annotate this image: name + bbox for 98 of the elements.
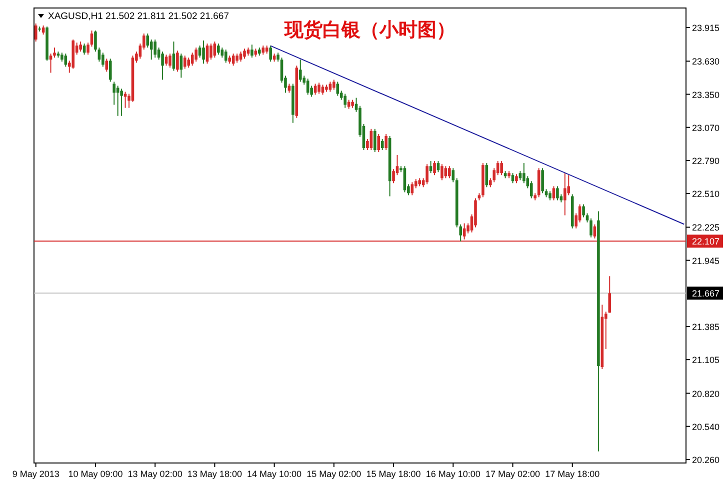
- x-tick-label: 15 May 18:00: [366, 469, 421, 479]
- candlestick: [511, 172, 514, 184]
- candlestick: [530, 180, 533, 199]
- candlestick: [433, 160, 436, 176]
- y-tick-label: 22.510: [692, 189, 720, 200]
- candlestick: [250, 44, 254, 58]
- candlestick: [440, 164, 444, 181]
- candlestick: [604, 311, 608, 350]
- x-tick-label: 13 May 18:00: [187, 469, 242, 479]
- y-tick-label: 21.105: [692, 355, 720, 366]
- x-tick-label: 9 May 2013: [12, 469, 60, 479]
- candlestick: [321, 84, 324, 96]
- candlestick: [161, 51, 164, 80]
- candlestick: [344, 93, 346, 108]
- candlestick: [224, 49, 228, 64]
- y-tick-label: 23.630: [692, 56, 720, 67]
- y-tick-label: 23.350: [692, 90, 720, 100]
- candlestick: [34, 22, 38, 42]
- y-tick-label: 22.790: [692, 156, 720, 166]
- candlestick: [194, 47, 198, 62]
- candlestick: [187, 57, 190, 68]
- ref-line-label: 21.667: [692, 288, 720, 299]
- candlestick: [168, 53, 172, 68]
- candlestick: [564, 172, 566, 216]
- candlestick: [492, 168, 496, 183]
- candlestick: [128, 93, 130, 108]
- candlestick: [380, 138, 384, 151]
- candlestick: [384, 133, 388, 151]
- candlestick: [396, 154, 399, 176]
- candlestick: [541, 168, 544, 194]
- candlestick: [239, 51, 242, 62]
- candlestick: [429, 160, 432, 174]
- x-tick-label: 10 May 09:00: [68, 469, 123, 479]
- candlestick: [220, 47, 224, 58]
- candlestick: [298, 59, 302, 82]
- candlestick: [262, 45, 265, 56]
- candlestick: [150, 39, 153, 60]
- candlestick: [332, 79, 336, 90]
- text: 现货白银（小时图）: [284, 19, 456, 41]
- candlestick: [328, 81, 332, 92]
- x-tick-label: 17 May 18:00: [545, 469, 600, 479]
- candlestick: [548, 190, 552, 201]
- x-tick-label: 17 May 02:00: [485, 469, 540, 479]
- candlestick: [452, 168, 455, 183]
- y-tick-label: 21.385: [692, 322, 720, 332]
- candlestick: [354, 97, 358, 112]
- candlestick: [414, 178, 418, 189]
- x-tick-label: 14 May 10:00: [247, 469, 302, 479]
- candlestick: [176, 50, 179, 72]
- candlestick: [552, 186, 556, 201]
- x-tick-label: 16 May 10:00: [426, 469, 480, 479]
- candlestick: [243, 48, 246, 60]
- x-tick-label: 13 May 02:00: [128, 469, 182, 479]
- candlestick: [102, 52, 104, 68]
- candlestick: [318, 82, 320, 94]
- candlestick: [574, 212, 578, 229]
- y-tick-label: 20.260: [692, 454, 720, 465]
- ref-line-label: 22.107: [692, 236, 720, 247]
- candlestick: [120, 88, 123, 116]
- candlestick: [202, 40, 205, 64]
- candlestick: [124, 91, 127, 108]
- candlestick: [154, 39, 156, 58]
- candlestick: [426, 164, 428, 185]
- candlestick: [448, 166, 451, 179]
- candlestick: [210, 43, 212, 60]
- candlestick: [183, 55, 186, 70]
- candlestick: [500, 160, 503, 176]
- candlestick: [410, 182, 414, 196]
- candlestick: [407, 184, 410, 196]
- candlestick: [108, 58, 112, 82]
- y-tick-label: 21.945: [692, 256, 720, 266]
- annotation: XAGUSD,H1 21.502 21.811 21.502 21.667: [48, 11, 229, 22]
- candlestick: [336, 81, 340, 96]
- candlestick: [582, 204, 585, 218]
- candlestick: [68, 60, 71, 74]
- y-tick-label: 23.915: [692, 23, 720, 33]
- candlestick: [217, 43, 220, 56]
- candlestick: [105, 58, 108, 72]
- candlestick: [164, 54, 168, 66]
- candlestick: [146, 33, 150, 48]
- y-tick-label: 20.820: [692, 388, 720, 399]
- candlestick: [522, 162, 526, 184]
- candlestick: [79, 41, 82, 52]
- x-tick-label: 15 May 02:00: [306, 469, 362, 479]
- y-tick-label: 22.225: [692, 222, 720, 233]
- candlestick: [190, 52, 194, 66]
- candlestick: [142, 33, 146, 50]
- y-tick-label: 23.070: [692, 122, 720, 133]
- candlestick: [377, 133, 380, 153]
- candlestick: [236, 53, 238, 64]
- y-tick-label: 20.540: [692, 422, 720, 432]
- candlestick: [590, 218, 592, 238]
- candlestick: [366, 138, 369, 151]
- candlestick: [269, 45, 272, 62]
- candlestick: [112, 81, 116, 106]
- candlestick: [392, 168, 395, 184]
- candlestick: [374, 128, 376, 153]
- candlestick: [556, 186, 559, 201]
